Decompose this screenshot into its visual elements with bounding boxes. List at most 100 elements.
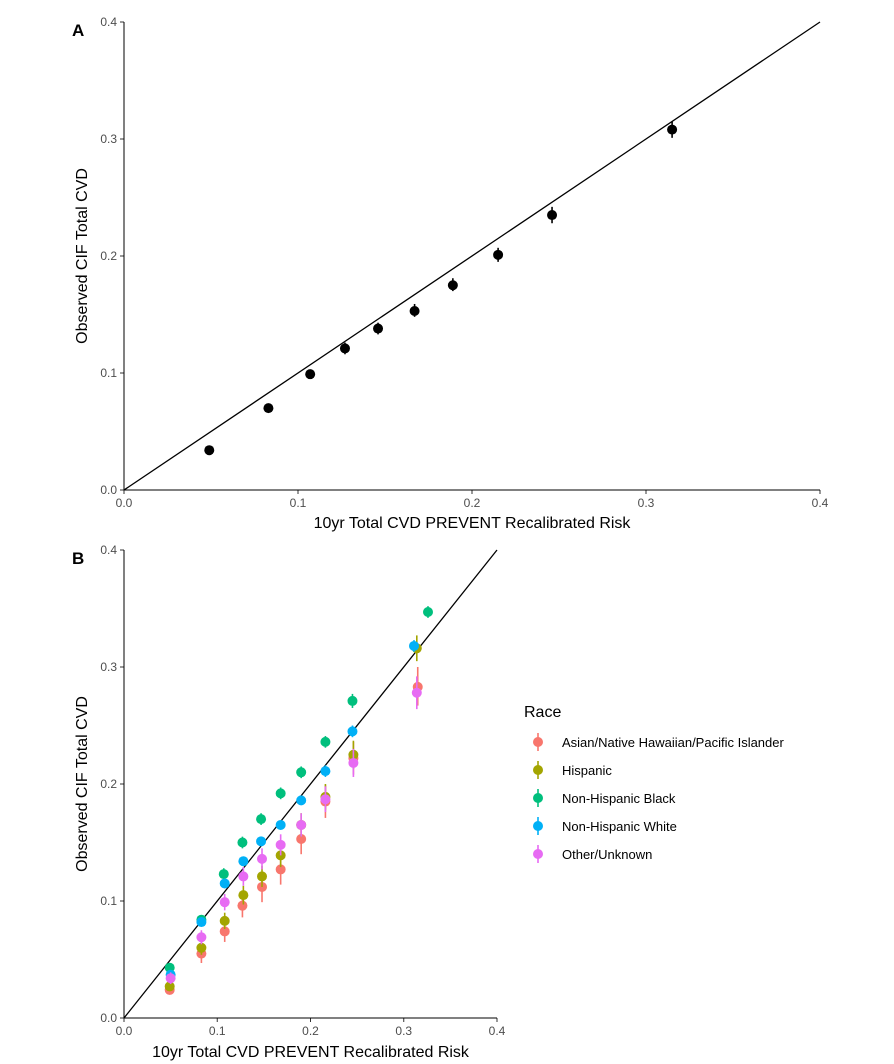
data-point: [196, 917, 207, 928]
legend-item: Asian/Native Hawaiian/Pacific Islander: [533, 733, 784, 751]
legend-key-point: [533, 793, 543, 803]
data-point: [219, 926, 230, 937]
data-point: [409, 640, 420, 651]
data-point: [237, 837, 248, 848]
legend-key-point: [533, 821, 543, 831]
y-tick-label: 0.0: [100, 1011, 117, 1025]
data-point: [256, 814, 267, 825]
data-point: [347, 695, 358, 706]
data-point: [219, 915, 230, 926]
data-point: [348, 757, 359, 768]
y-tick-label: 0.1: [100, 894, 117, 908]
data-point: [422, 607, 433, 618]
legend-item: Non-Hispanic White: [533, 817, 677, 835]
x-tick-label: 0.1: [209, 1024, 226, 1038]
data-point: [238, 890, 249, 901]
data-point: [547, 210, 558, 221]
data-point: [257, 853, 268, 864]
y-tick-label: 0.2: [100, 777, 117, 791]
data-point: [238, 856, 249, 867]
legend-item: Other/Unknown: [533, 845, 652, 863]
panel-a: A 0.0 0.1 0.2 0.3 0.4 0.0 0.1 0.2 0.3 0.4 10yr To…: [72, 15, 829, 532]
legend-label: Hispanic: [562, 763, 612, 778]
data-point: [196, 932, 207, 943]
x-tick-label: 0.0: [116, 496, 133, 510]
data-point: [164, 981, 175, 992]
series-0: [204, 121, 678, 456]
panel-b: B 0.0 0.1 0.2 0.3 0.4 0.0 0.1 0.2 0.3 0.4 10yr To…: [72, 543, 506, 1061]
data-point: [296, 767, 307, 778]
data-point: [204, 445, 215, 456]
legend-items: Asian/Native Hawaiian/Pacific Islander Hi…: [533, 733, 784, 863]
data-point: [165, 973, 176, 984]
data-point: [493, 249, 504, 260]
data-point: [320, 766, 331, 777]
data-point: [447, 280, 458, 291]
data-point: [320, 736, 331, 747]
data-point: [339, 343, 350, 354]
legend-title: Race: [524, 704, 561, 721]
data-point: [257, 871, 268, 882]
panel-a-reference-line: [123, 21, 821, 491]
data-point: [296, 819, 307, 830]
data-point: [373, 323, 384, 334]
y-tick-label: 0.3: [100, 132, 117, 146]
data-point: [275, 839, 286, 850]
data-point: [238, 871, 249, 882]
panel-b-x-axis-title: 10yr Total CVD PREVENT Recalibrated Risk: [152, 1044, 470, 1061]
legend: Race Asian/Native Hawaiian/Pacific Islan…: [524, 704, 784, 863]
panel-b-reference-line: [123, 549, 498, 1019]
x-tick-label: 0.3: [395, 1024, 412, 1038]
panel-a-ticks: 0.0 0.1 0.2 0.3 0.4 0.0 0.1 0.2 0.3 0.4: [100, 15, 828, 510]
data-point: [347, 726, 358, 737]
y-tick-label: 0.3: [100, 660, 117, 674]
data-point: [219, 897, 230, 908]
y-tick-label: 0.4: [100, 543, 117, 557]
data-point: [409, 305, 420, 316]
data-point: [667, 124, 678, 135]
x-tick-label: 0.3: [638, 496, 655, 510]
y-tick-label: 0.4: [100, 15, 117, 29]
data-point: [256, 836, 267, 847]
panel-a-y-axis-title: Observed CIF Total CVD: [74, 168, 91, 344]
data-point: [320, 794, 331, 805]
data-point: [296, 795, 307, 806]
data-point: [275, 788, 286, 799]
panel-a-x-axis-title: 10yr Total CVD PREVENT Recalibrated Risk: [314, 515, 632, 532]
legend-label: Non-Hispanic Black: [562, 791, 676, 806]
panel-a-label: A: [72, 21, 84, 40]
panel-b-ticks: 0.0 0.1 0.2 0.3 0.4 0.0 0.1 0.2 0.3 0.4: [100, 543, 505, 1038]
data-point: [263, 403, 274, 414]
panel-b-points: [164, 606, 433, 995]
data-point: [275, 819, 286, 830]
data-point: [237, 900, 248, 911]
legend-key-point: [533, 765, 543, 775]
x-tick-label: 0.2: [302, 1024, 319, 1038]
x-tick-label: 0.4: [812, 496, 829, 510]
series-4: [165, 676, 422, 985]
data-point: [218, 869, 229, 880]
x-tick-label: 0.1: [290, 496, 307, 510]
data-point: [196, 942, 207, 953]
panel-b-y-axis-title: Observed CIF Total CVD: [74, 696, 91, 872]
y-tick-label: 0.1: [100, 366, 117, 380]
x-tick-label: 0.4: [489, 1024, 506, 1038]
legend-label: Asian/Native Hawaiian/Pacific Islander: [562, 735, 784, 750]
legend-key-point: [533, 737, 543, 747]
data-point: [219, 878, 230, 889]
x-tick-label: 0.2: [464, 496, 481, 510]
panel-b-label: B: [72, 549, 84, 568]
legend-key-point: [533, 849, 543, 859]
x-tick-label: 0.0: [116, 1024, 133, 1038]
legend-label: Other/Unknown: [562, 847, 652, 862]
legend-label: Non-Hispanic White: [562, 819, 677, 834]
legend-item: Hispanic: [533, 761, 612, 779]
data-point: [275, 864, 286, 875]
data-point: [296, 833, 307, 844]
data-point: [305, 369, 316, 380]
y-tick-label: 0.2: [100, 249, 117, 263]
legend-item: Non-Hispanic Black: [533, 789, 676, 807]
data-point: [411, 687, 422, 698]
